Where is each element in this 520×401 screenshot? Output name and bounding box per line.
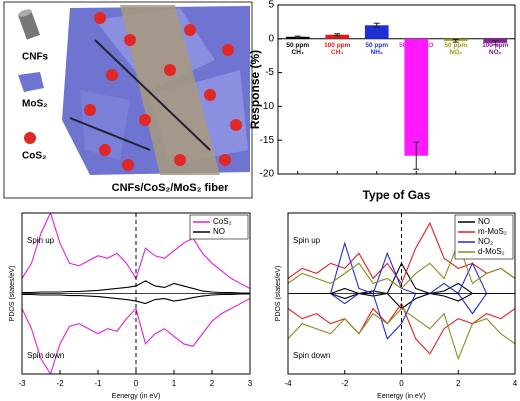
category-label: 50 ppm NH₃ <box>365 41 389 56</box>
x-axis-label: Type of Gas <box>363 188 431 202</box>
y-tick-label: -20 <box>260 169 275 180</box>
legend-mos2: MoS₂ <box>22 99 48 110</box>
line-down <box>22 298 250 374</box>
category-label: 100 ppm CH₄ <box>324 41 351 56</box>
error-bar <box>413 141 420 170</box>
error-bar <box>492 40 499 46</box>
x-tick-label: -1 <box>94 379 102 388</box>
x-tick-label: 3 <box>248 379 253 388</box>
legend-label: NO <box>478 217 490 226</box>
x-tick-label: 1 <box>172 379 177 388</box>
annotation: Spin up <box>27 236 55 245</box>
x-axis-label: Eenergy (in eV) <box>377 393 426 400</box>
error-bar <box>294 35 301 38</box>
legend-label: m-MoS₂ <box>478 227 507 236</box>
legend-cos2: CoS₂ <box>22 151 46 162</box>
line-down <box>288 307 515 361</box>
legend-label: d-MoS₂ <box>478 247 505 256</box>
bar <box>404 38 429 156</box>
legend-box <box>189 214 249 240</box>
y-tick-label: 0 <box>268 33 274 44</box>
y-tick-label: 5 <box>268 0 274 11</box>
x-tick-label: -3 <box>18 379 26 388</box>
y-axis-label: Response (%) <box>248 50 262 129</box>
x-tick-label: -2 <box>341 379 349 388</box>
legend-label: CoS₂ <box>213 217 232 226</box>
line-down <box>22 293 250 305</box>
bar <box>364 25 389 39</box>
category-label: 50 ppm NO₂ <box>444 41 468 56</box>
error-bar <box>334 33 341 37</box>
line-up <box>288 241 515 290</box>
category-label: 50 ppm CH₄ <box>286 41 310 56</box>
bar <box>325 34 350 39</box>
category-label: 50 ppm NO <box>399 41 434 49</box>
plot-frame <box>277 4 516 175</box>
y-tick-label: -10 <box>260 101 275 112</box>
x-tick-label: 2 <box>210 379 215 388</box>
line-down <box>288 302 515 355</box>
illustration-caption: CNFs/CoS₂/MoS₂ fiber <box>112 182 229 194</box>
legend-label: NO <box>213 227 225 236</box>
y-axis-label: PDOS (states/eV) <box>275 266 282 322</box>
x-tick-label: 0 <box>399 379 404 388</box>
annotation: Spin up <box>293 236 321 245</box>
x-tick-label: 2 <box>456 379 461 388</box>
legend-cnfs: CNFs <box>22 52 49 63</box>
annotation: Spin down <box>293 351 330 360</box>
y-axis-label: PDOS (states/eV) <box>9 266 16 322</box>
x-axis-label: Eenergy (in eV) <box>112 393 161 400</box>
x-tick-label: 4 <box>513 379 518 388</box>
x-tick-label: 0 <box>134 379 139 388</box>
category-label: 100 ppm NO₂ <box>482 41 509 56</box>
error-bar <box>373 22 380 28</box>
illustration: CNFs MoS₂ CoS₂ CNFs/CoS₂/MoS₂ fiber <box>3 1 253 199</box>
legend-label: NO₂ <box>478 237 493 246</box>
y-tick-label: -5 <box>265 67 274 78</box>
x-tick-label: -2 <box>56 379 64 388</box>
annotation: Spin down <box>27 351 64 360</box>
x-tick-label: -4 <box>284 379 292 388</box>
y-tick-label: -15 <box>260 135 275 146</box>
error-bar <box>452 38 459 43</box>
